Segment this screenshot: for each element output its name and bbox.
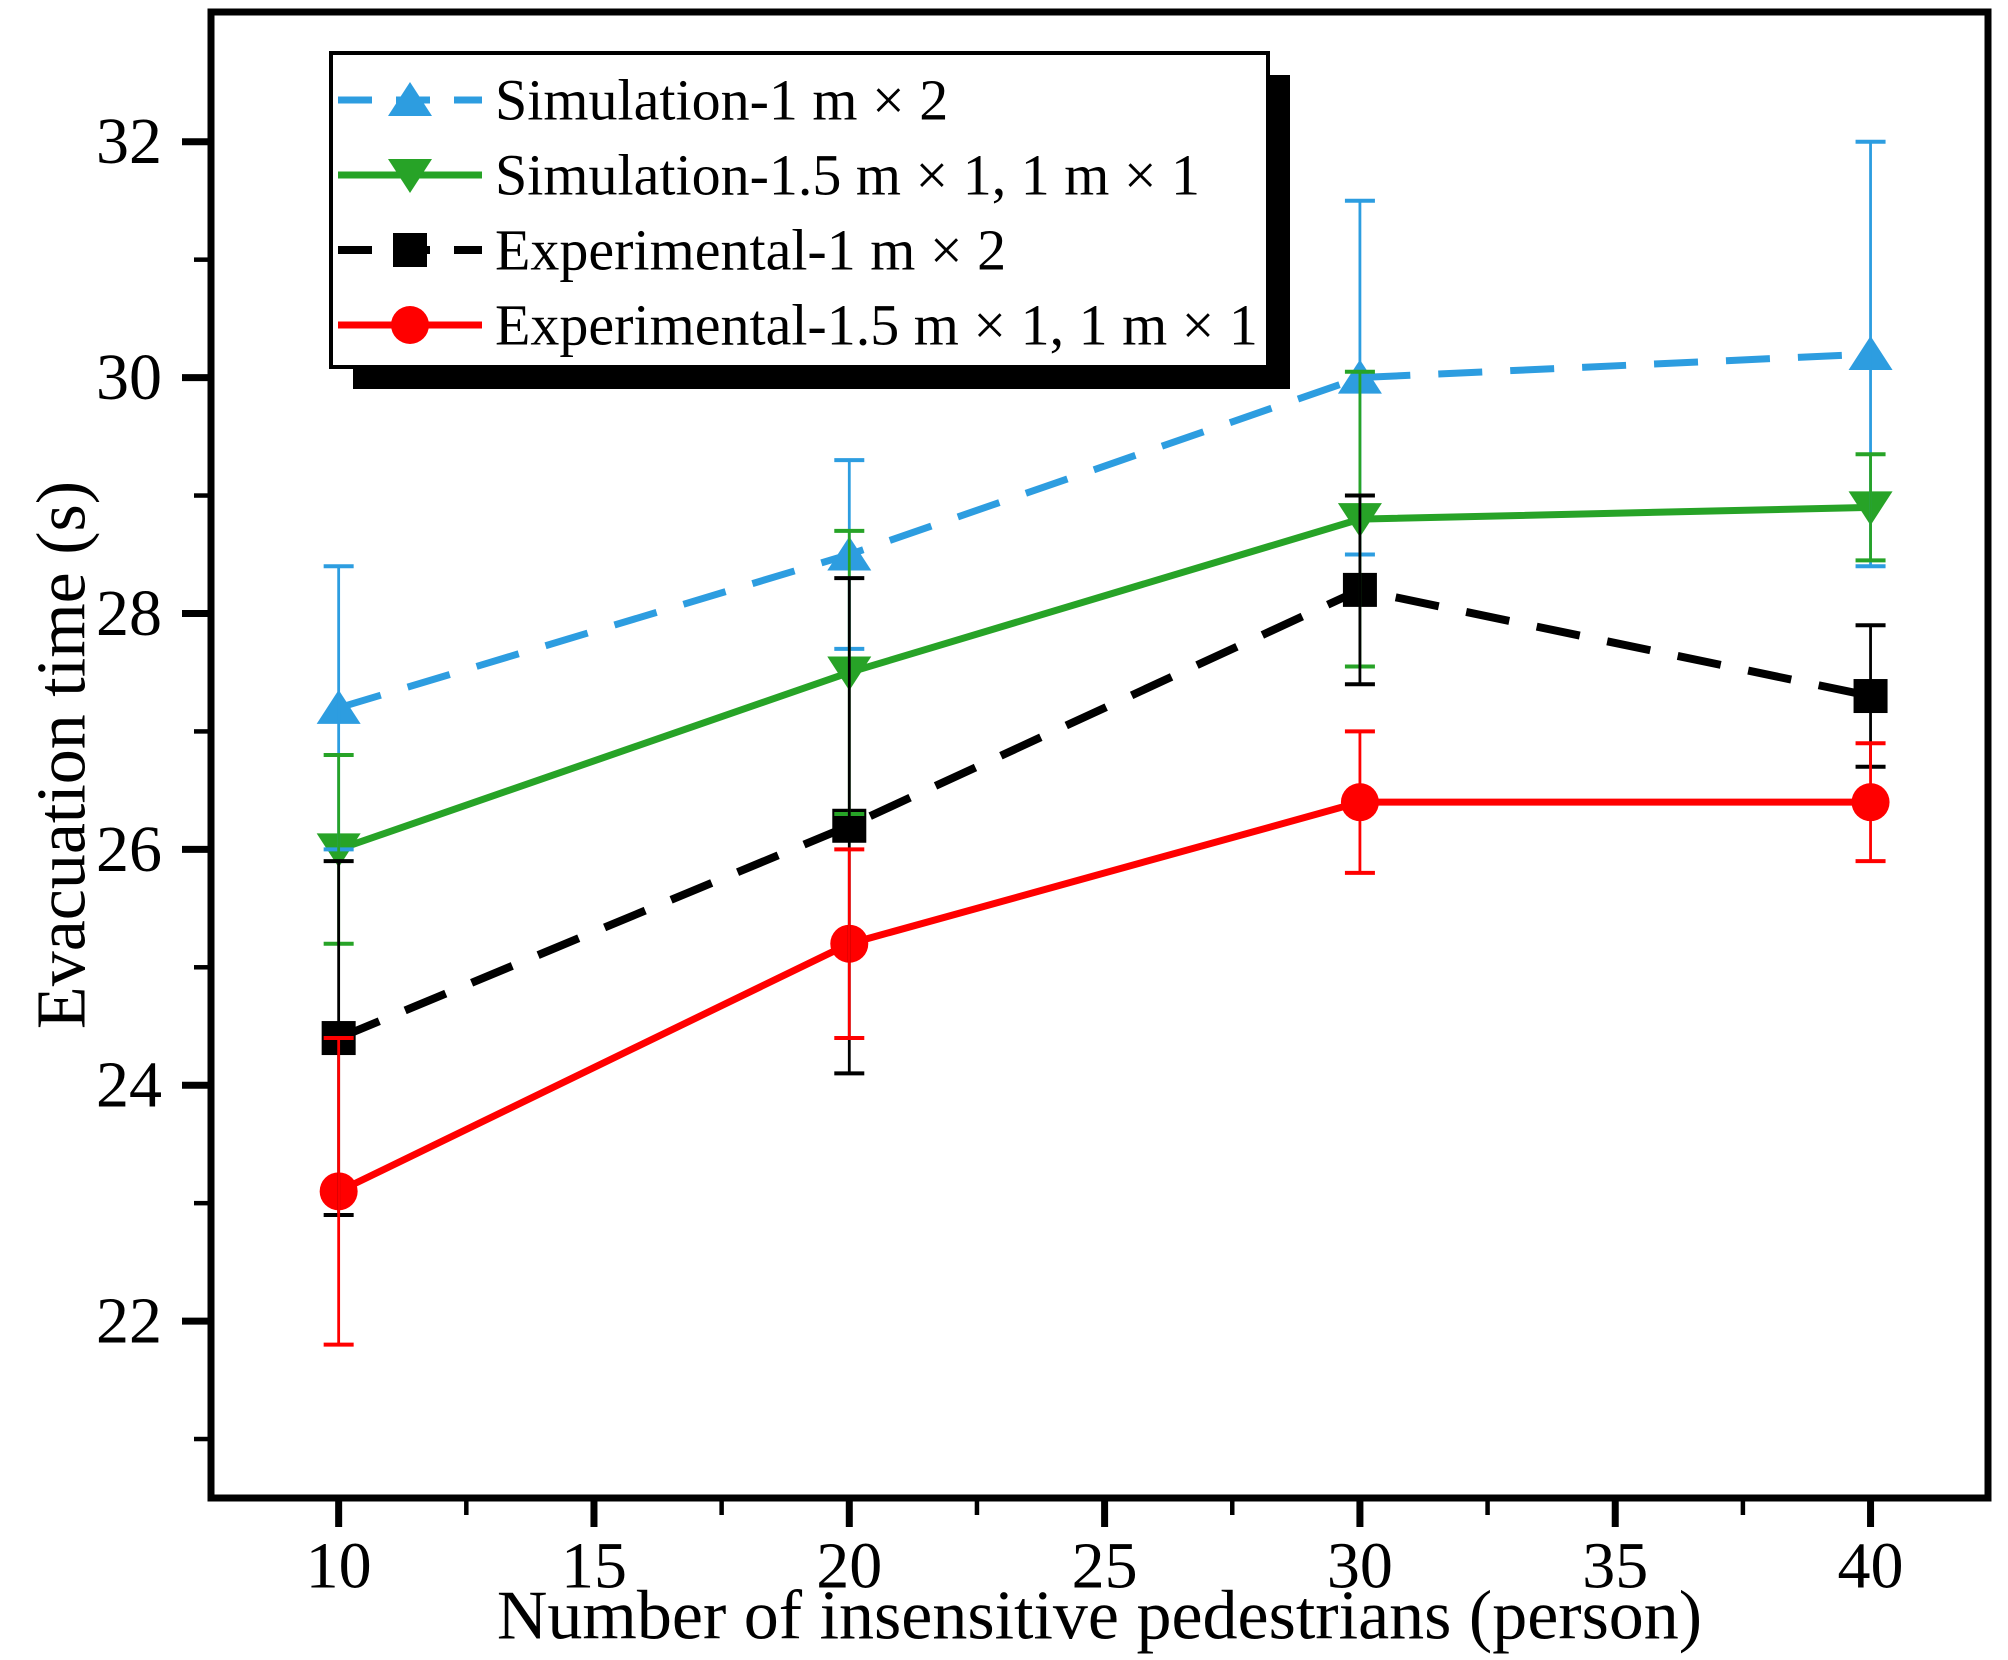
- y-axis-ticks: [182, 138, 208, 1442]
- y-tick-label: 26: [96, 813, 162, 886]
- legend-label: Experimental-1.5 m × 1, 1 m × 1: [495, 293, 1258, 358]
- series-line-2: [337, 585, 1872, 1042]
- x-tick-label: 35: [1582, 1530, 1648, 1603]
- series-line-0: [337, 350, 1871, 712]
- series-lines: [337, 350, 1872, 1195]
- x-axis-title: Number of insensitive pedestrians (perso…: [497, 1578, 1702, 1655]
- triangle-up-marker: [388, 82, 432, 116]
- y-axis-title: Evacuation time (s): [24, 481, 101, 1029]
- y-tick-label: 30: [96, 341, 162, 414]
- plot-border: [207, 8, 1992, 1502]
- x-tick-label: 30: [1327, 1530, 1393, 1603]
- legend-item-1: Simulation-1.5 m × 1, 1 m × 1: [338, 143, 1200, 208]
- circle-marker: [391, 306, 429, 344]
- y-tick-label: 32: [96, 105, 162, 178]
- series-line-1: [337, 503, 1871, 853]
- legend-item-2: Experimental-1 m × 2: [338, 218, 1006, 283]
- x-tick-label: 10: [306, 1530, 372, 1603]
- series-error-bars: [323, 139, 1886, 1347]
- y-axis-tick-labels: 22 24 26 28 30 32: [96, 105, 162, 1357]
- square-marker: [393, 233, 427, 267]
- series-line-3: [337, 798, 1871, 1195]
- legend-label: Simulation-1 m × 2: [495, 68, 948, 133]
- x-tick-label: 15: [561, 1530, 627, 1603]
- legend-item-3: Experimental-1.5 m × 1, 1 m × 1: [338, 293, 1258, 358]
- triangle-down-marker: [388, 159, 432, 193]
- y-tick-label: 24: [96, 1049, 162, 1122]
- x-axis-tick-labels: 10 15 20 25 30 35 40: [306, 1530, 1904, 1603]
- y-tick-label: 22: [96, 1285, 162, 1358]
- x-tick-label: 40: [1838, 1530, 1904, 1603]
- legend-item-0: Simulation-1 m × 2: [338, 68, 948, 133]
- series-errorbars-3: [323, 729, 1886, 1347]
- x-tick-label: 25: [1072, 1530, 1138, 1603]
- legend-label: Experimental-1 m × 2: [495, 218, 1006, 283]
- x-tick-label: 20: [816, 1530, 882, 1603]
- y-tick-label: 28: [96, 577, 162, 650]
- legend-label: Simulation-1.5 m × 1, 1 m × 1: [495, 143, 1200, 208]
- legend: Simulation-1 m × 2 Simulation-1.5 m × 1, …: [329, 51, 1290, 389]
- legend-box: [329, 51, 1270, 369]
- x-axis-ticks: [335, 1501, 1875, 1527]
